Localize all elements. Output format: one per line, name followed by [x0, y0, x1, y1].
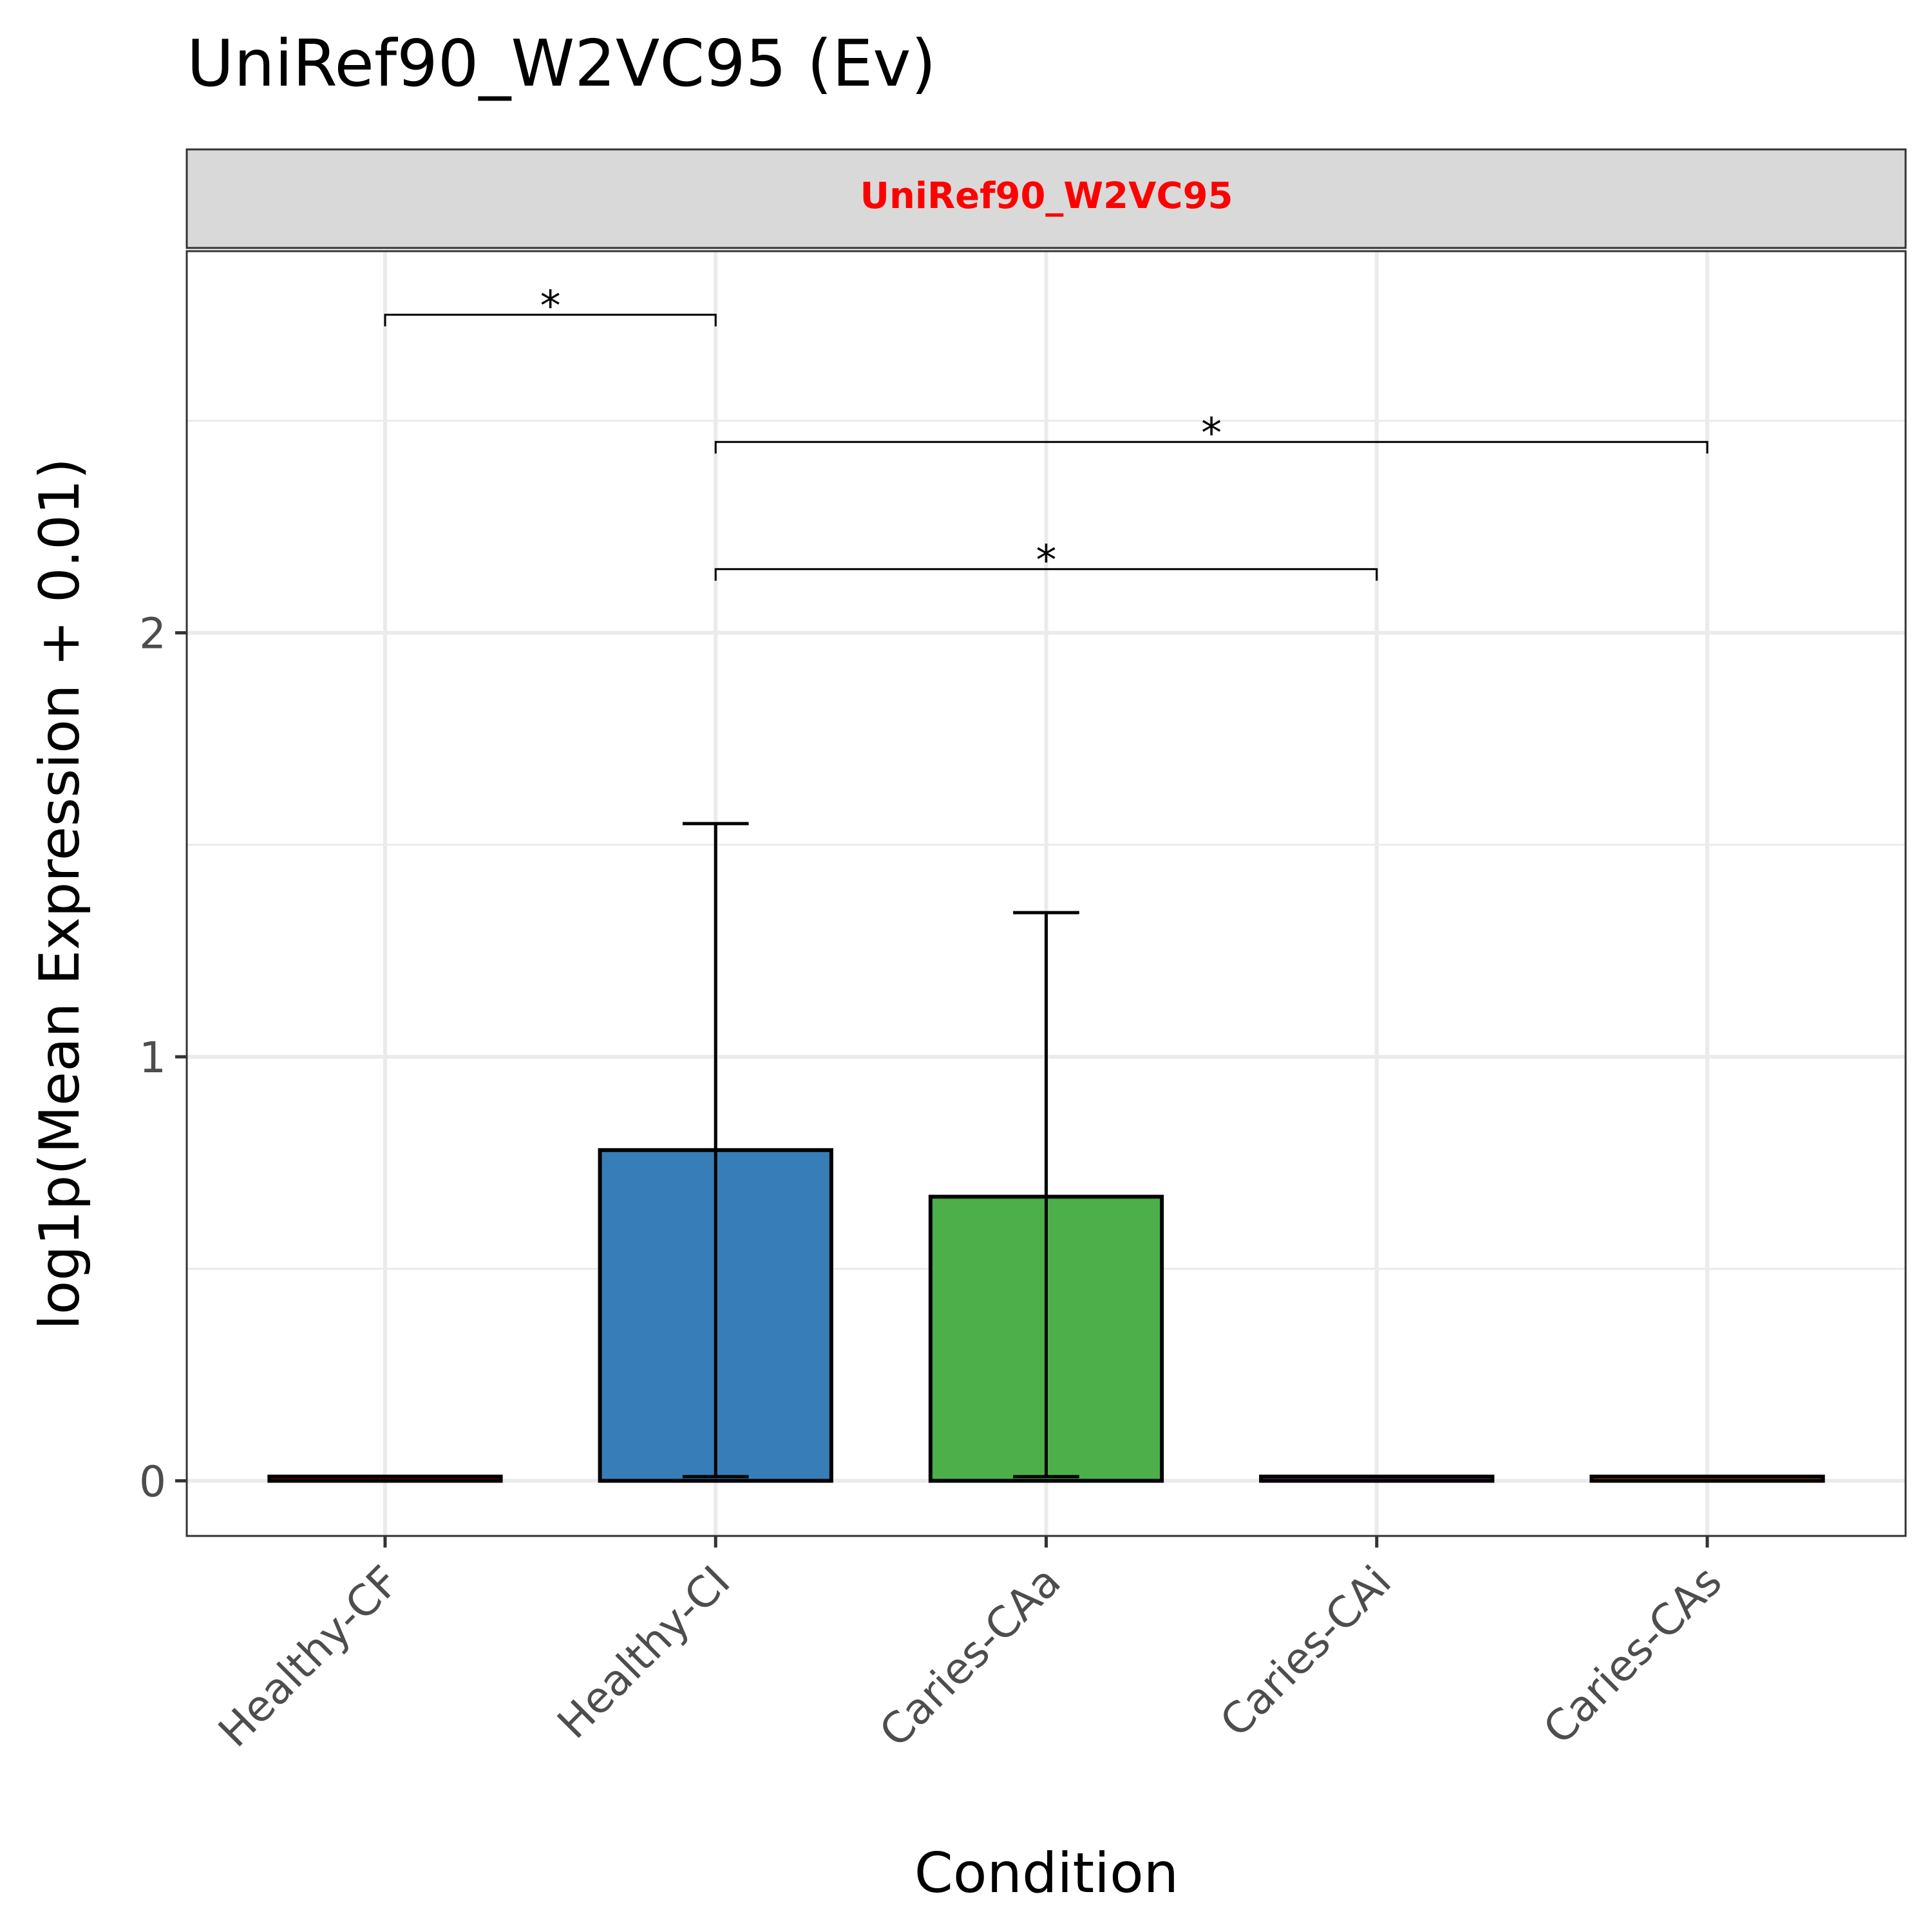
y-axis-tick-label: 0	[139, 1457, 166, 1506]
y-axis-title: log1p(Mean Expression + 0.01)	[28, 458, 92, 1330]
y-axis-tick-label: 1	[139, 1033, 166, 1083]
x-axis-tick-label: Healthy-CI	[548, 1557, 740, 1748]
significance-label: *	[1036, 537, 1057, 585]
y-axis-tick-label: 2	[139, 609, 166, 659]
x-axis-tick-label: Caries-CAa	[870, 1557, 1070, 1757]
significance-brackets: * * *	[384, 283, 1709, 585]
facet-strip	[185, 148, 1907, 249]
chart-title: UniRef90_W2VC95 (Ev)	[187, 26, 936, 101]
y-axis: 0 1 2	[139, 609, 187, 1506]
significance-label: *	[1201, 410, 1222, 457]
x-axis-tick-label: Caries-CAi	[1211, 1557, 1401, 1747]
significance-bracket	[384, 314, 717, 327]
x-axis-tick-label: Healthy-CF	[209, 1557, 410, 1757]
x-axis: Healthy-CF Healthy-CI Caries-CAa Caries-CAi…	[209, 1536, 1731, 1757]
x-axis-tick-label: Caries-CAs	[1534, 1557, 1731, 1754]
error-bars	[352, 822, 1741, 1479]
significance-bracket	[714, 440, 1709, 454]
significance-bracket	[714, 568, 1378, 581]
facet-strip-label: UniRef90_W2VC95	[860, 175, 1233, 217]
x-axis-title: Condition	[914, 1841, 1179, 1906]
significance-label: *	[540, 283, 561, 330]
